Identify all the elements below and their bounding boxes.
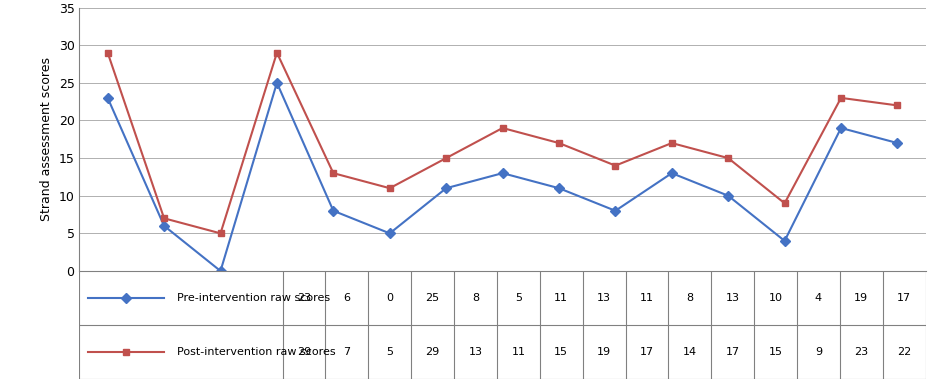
Text: 17: 17 xyxy=(726,347,740,357)
Text: 23: 23 xyxy=(855,347,869,357)
Post-intervention raw scores xyxy=(892,103,903,108)
Post-intervention raw scores xyxy=(723,156,734,160)
Line: Pre-intervention raw scores: Pre-intervention raw scores xyxy=(104,79,901,274)
Text: 15: 15 xyxy=(769,347,783,357)
Text: Post-intervention raw scores: Post-intervention raw scores xyxy=(177,347,336,357)
Post-intervention raw scores xyxy=(554,141,565,145)
Text: 8: 8 xyxy=(472,293,479,303)
Text: 4: 4 xyxy=(815,293,822,303)
Text: 17: 17 xyxy=(640,347,654,357)
Pre-intervention raw scores xyxy=(159,224,170,228)
Text: 11: 11 xyxy=(640,293,654,303)
Text: 6: 6 xyxy=(343,293,351,303)
Pre-intervention raw scores xyxy=(102,96,113,100)
Pre-intervention raw scores xyxy=(892,141,903,145)
Text: 19: 19 xyxy=(597,347,611,357)
Pre-intervention raw scores xyxy=(497,171,509,175)
Pre-intervention raw scores xyxy=(836,126,847,130)
Text: 17: 17 xyxy=(898,293,912,303)
Post-intervention raw scores xyxy=(159,216,170,221)
Pre-intervention raw scores xyxy=(384,231,396,236)
Text: 0: 0 xyxy=(386,293,394,303)
Text: 10: 10 xyxy=(769,293,783,303)
FancyBboxPatch shape xyxy=(79,271,926,379)
Pre-intervention raw scores xyxy=(723,193,734,198)
Text: 7: 7 xyxy=(343,347,351,357)
Post-intervention raw scores xyxy=(497,126,509,130)
Pre-intervention raw scores xyxy=(215,269,226,273)
Post-intervention raw scores xyxy=(327,171,338,175)
Post-intervention raw scores xyxy=(215,231,226,236)
Pre-intervention raw scores xyxy=(554,186,565,191)
Pre-intervention raw scores xyxy=(610,208,621,213)
Post-intervention raw scores xyxy=(836,96,847,100)
Post-intervention raw scores xyxy=(666,141,677,145)
Pre-intervention raw scores xyxy=(440,186,452,191)
Line: Post-intervention raw scores: Post-intervention raw scores xyxy=(104,49,901,237)
Pre-intervention raw scores xyxy=(779,239,790,243)
Text: 29: 29 xyxy=(425,347,439,357)
Pre-intervention raw scores xyxy=(271,81,282,85)
Text: 15: 15 xyxy=(554,347,568,357)
Post-intervention raw scores xyxy=(271,50,282,55)
Text: 9: 9 xyxy=(815,347,822,357)
Text: 11: 11 xyxy=(511,347,525,357)
Text: 22: 22 xyxy=(897,347,912,357)
Text: 5: 5 xyxy=(515,293,522,303)
Text: 29: 29 xyxy=(297,347,311,357)
Text: 25: 25 xyxy=(425,293,439,303)
Text: 23: 23 xyxy=(297,293,311,303)
Pre-intervention raw scores xyxy=(327,208,338,213)
Text: 13: 13 xyxy=(468,347,482,357)
Y-axis label: Strand assessment scores: Strand assessment scores xyxy=(40,57,53,221)
Text: 13: 13 xyxy=(726,293,740,303)
Post-intervention raw scores xyxy=(102,50,113,55)
Text: 5: 5 xyxy=(386,347,394,357)
Post-intervention raw scores xyxy=(610,163,621,168)
Text: 14: 14 xyxy=(683,347,697,357)
Text: 11: 11 xyxy=(554,293,568,303)
Pre-intervention raw scores xyxy=(666,171,677,175)
Text: 13: 13 xyxy=(597,293,611,303)
Text: 19: 19 xyxy=(855,293,869,303)
Text: Pre-intervention raw scores: Pre-intervention raw scores xyxy=(177,293,330,303)
Post-intervention raw scores xyxy=(384,186,396,191)
Text: 8: 8 xyxy=(686,293,694,303)
Post-intervention raw scores xyxy=(440,156,452,160)
Post-intervention raw scores xyxy=(779,201,790,205)
